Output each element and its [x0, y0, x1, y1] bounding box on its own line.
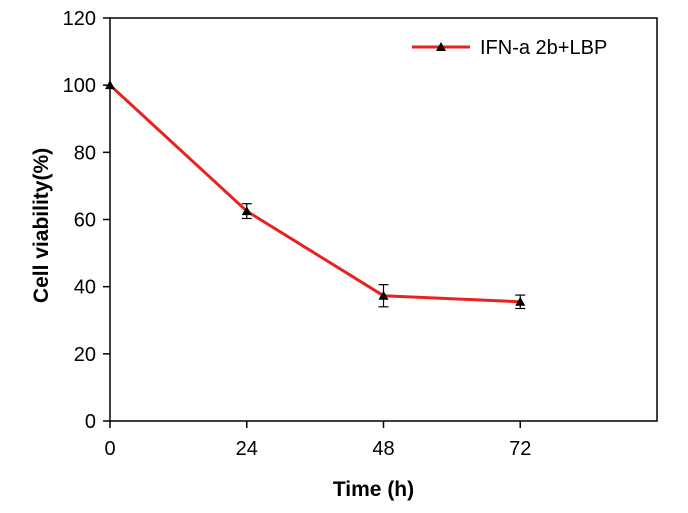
legend: IFN-a 2b+LBP — [412, 37, 607, 59]
data-point — [378, 290, 389, 300]
x-tick-label: 48 — [372, 438, 394, 460]
data-point — [241, 206, 252, 216]
y-axis-title: Cell viability(%) — [30, 148, 53, 303]
plot-frame — [109, 17, 658, 422]
legend-label: IFN-a 2b+LBP — [480, 37, 607, 59]
data-point — [515, 296, 526, 306]
series-layer — [105, 80, 526, 310]
x-tick-label: 24 — [236, 438, 258, 460]
y-tick-label: 60 — [74, 210, 96, 232]
x-tick-label: 72 — [509, 438, 531, 460]
x-tick-label: 0 — [104, 438, 115, 460]
y-tick-label: 80 — [74, 142, 96, 164]
y-tick-label: 40 — [74, 277, 96, 299]
series-line — [108, 84, 521, 304]
data-point — [105, 80, 115, 90]
tick-labels: 0 20 40 60 80 100 120 0 24 48 72 — [63, 8, 532, 460]
x-axis-title: Time (h) — [333, 478, 414, 501]
axes — [103, 17, 658, 428]
y-tick-label: 100 — [63, 75, 96, 97]
legend-marker — [436, 42, 446, 51]
y-tick-label: 120 — [63, 8, 96, 30]
y-tick-label: 20 — [74, 344, 96, 366]
y-tick-label: 0 — [85, 411, 96, 433]
